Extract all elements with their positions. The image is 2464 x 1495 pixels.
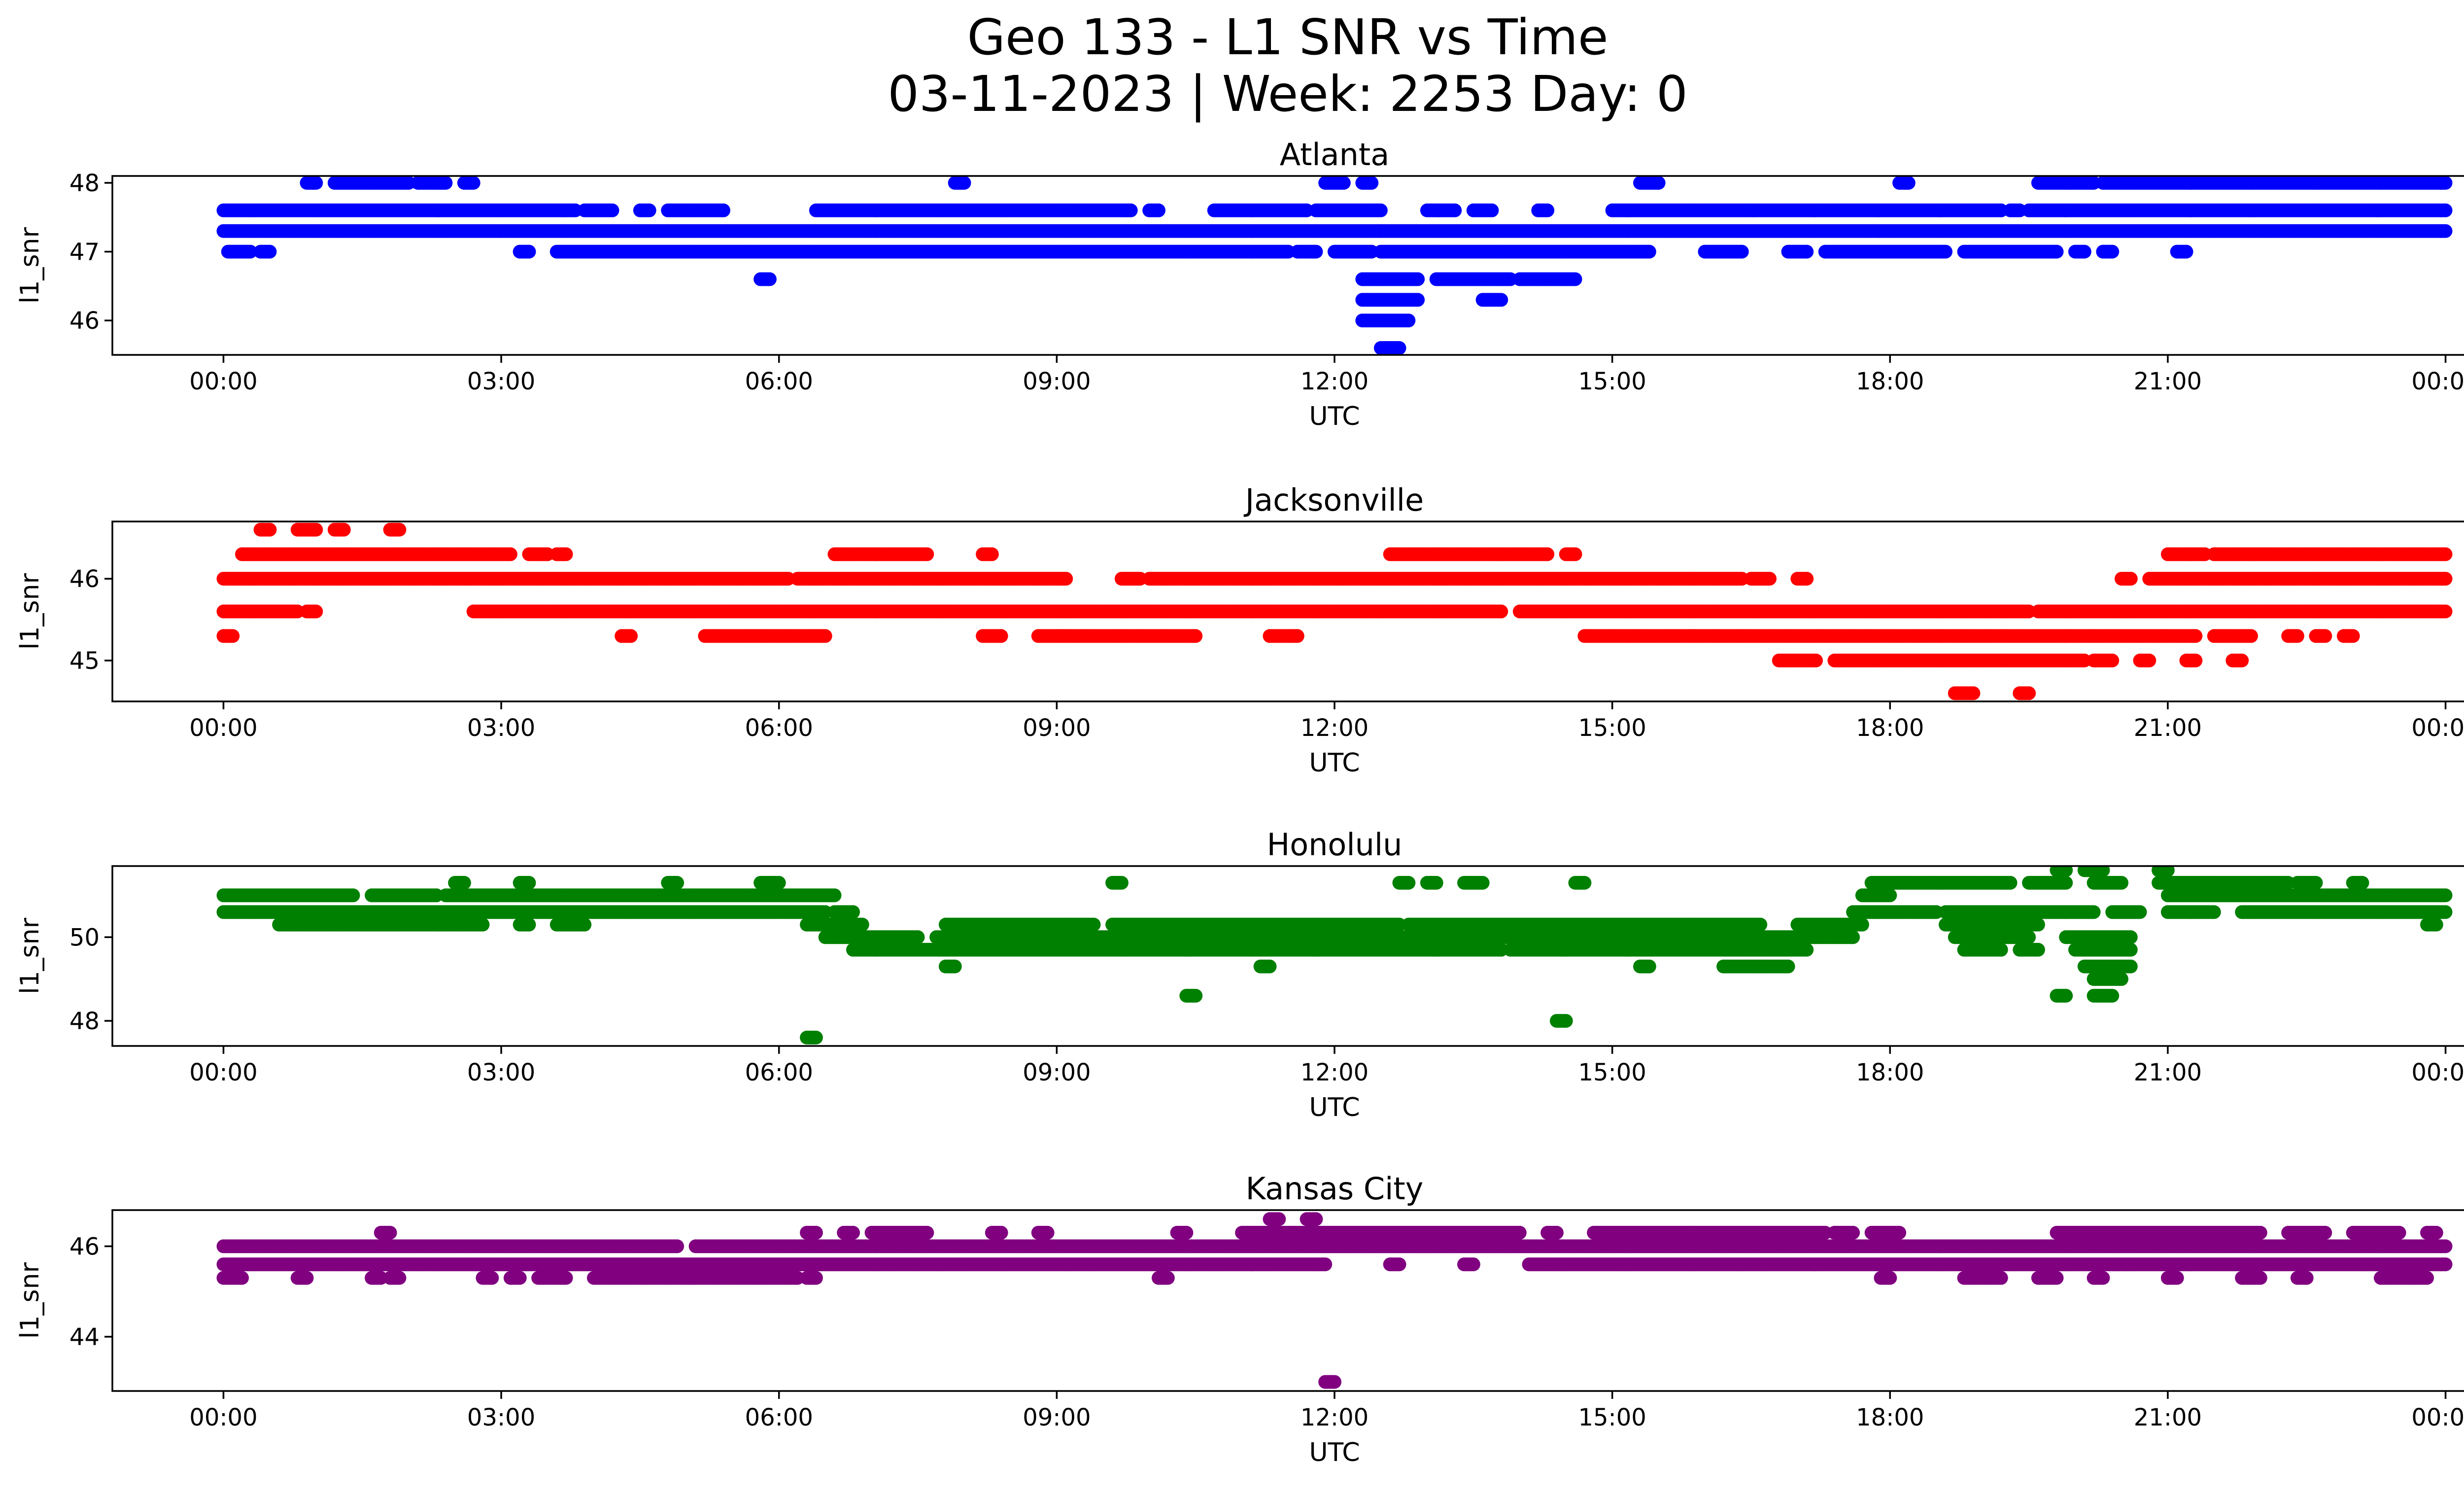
y-tick-label: 46 bbox=[69, 307, 100, 335]
data-point bbox=[1540, 547, 1555, 561]
data-point bbox=[522, 244, 536, 259]
data-point bbox=[1494, 293, 1508, 307]
data-point bbox=[439, 176, 453, 190]
data-point bbox=[605, 203, 619, 217]
data-point bbox=[1059, 572, 1073, 586]
data-point bbox=[337, 522, 351, 537]
data-point bbox=[1124, 203, 1138, 217]
data-point bbox=[1411, 293, 1425, 307]
data-point bbox=[2105, 244, 2120, 259]
data-point bbox=[2438, 176, 2453, 190]
data-point bbox=[1568, 272, 1582, 286]
x-tick-label: 21:00 bbox=[2134, 368, 2202, 395]
figure-title-line1: Geo 133 - L1 SNR vs Time bbox=[967, 8, 1608, 66]
data-point bbox=[466, 176, 480, 190]
data-points bbox=[216, 176, 2453, 355]
data-point bbox=[1800, 244, 1814, 259]
data-point bbox=[263, 244, 277, 259]
data-point bbox=[985, 547, 999, 561]
data-point bbox=[1485, 203, 1499, 217]
y-tick-label: 47 bbox=[69, 239, 100, 266]
x-tick-label: 00:00 bbox=[2411, 368, 2464, 395]
data-point bbox=[2077, 244, 2091, 259]
data-point bbox=[309, 176, 323, 190]
data-point bbox=[309, 522, 323, 537]
panel-title: Jacksonville bbox=[1243, 482, 1424, 518]
y-axis-label: l1_snr bbox=[15, 227, 45, 304]
figure-title-line2: 03-11-2023 | Week: 2253 Day: 0 bbox=[888, 65, 1687, 123]
data-point bbox=[2438, 572, 2453, 586]
panel-title: Atlanta bbox=[1280, 137, 1389, 173]
x-tick-label: 03:00 bbox=[467, 368, 535, 395]
data-point bbox=[1411, 272, 1425, 286]
data-point bbox=[1568, 547, 1582, 561]
data-point bbox=[1540, 203, 1555, 217]
y-tick-label: 48 bbox=[69, 170, 100, 197]
data-point bbox=[2438, 547, 2453, 561]
data-point bbox=[642, 203, 656, 217]
data-point bbox=[1448, 203, 1462, 217]
data-point bbox=[1939, 244, 1952, 259]
x-tick-label: 06:00 bbox=[745, 368, 813, 395]
data-point bbox=[1309, 244, 1323, 259]
data-point bbox=[1763, 572, 1777, 586]
x-tick-label: 12:00 bbox=[1300, 368, 1369, 395]
x-tick-label: 09:00 bbox=[1023, 368, 1091, 395]
x-tick-label: 15:00 bbox=[1578, 368, 1646, 395]
data-point bbox=[1152, 203, 1165, 217]
data-point bbox=[1402, 313, 1416, 328]
data-point bbox=[1365, 176, 1379, 190]
data-point bbox=[1651, 176, 1666, 190]
data-point bbox=[2438, 203, 2453, 217]
data-points bbox=[216, 522, 2453, 700]
data-point bbox=[1373, 203, 1388, 217]
x-tick-label: 00:00 bbox=[189, 368, 257, 395]
data-point bbox=[503, 547, 517, 561]
data-point bbox=[559, 547, 573, 561]
data-point bbox=[1901, 176, 1916, 190]
x-axis-label: UTC bbox=[1309, 402, 1360, 431]
data-point bbox=[920, 547, 934, 561]
subplots: Atlanta 00:00 03:00 06:00 09:00 12:00 15:00 18:… bbox=[15, 137, 2464, 1467]
data-point bbox=[717, 203, 730, 217]
data-point bbox=[392, 522, 407, 537]
panel-atlanta: Atlanta 00:00 03:00 06:00 09:00 12:00 15:00 18:… bbox=[15, 137, 2464, 431]
data-point bbox=[1735, 244, 1749, 259]
data-point bbox=[2179, 244, 2193, 259]
data-point bbox=[2438, 224, 2453, 238]
data-point bbox=[762, 272, 777, 286]
data-point bbox=[2123, 572, 2138, 586]
data-point bbox=[2050, 244, 2064, 259]
x-tick-label: 18:00 bbox=[1856, 368, 1924, 395]
data-point bbox=[1392, 341, 1406, 355]
data-point bbox=[1642, 244, 1656, 259]
data-point bbox=[243, 244, 257, 259]
data-point bbox=[1336, 176, 1351, 190]
data-point bbox=[957, 176, 971, 190]
data-point bbox=[1800, 572, 1814, 586]
data-point bbox=[263, 522, 277, 537]
